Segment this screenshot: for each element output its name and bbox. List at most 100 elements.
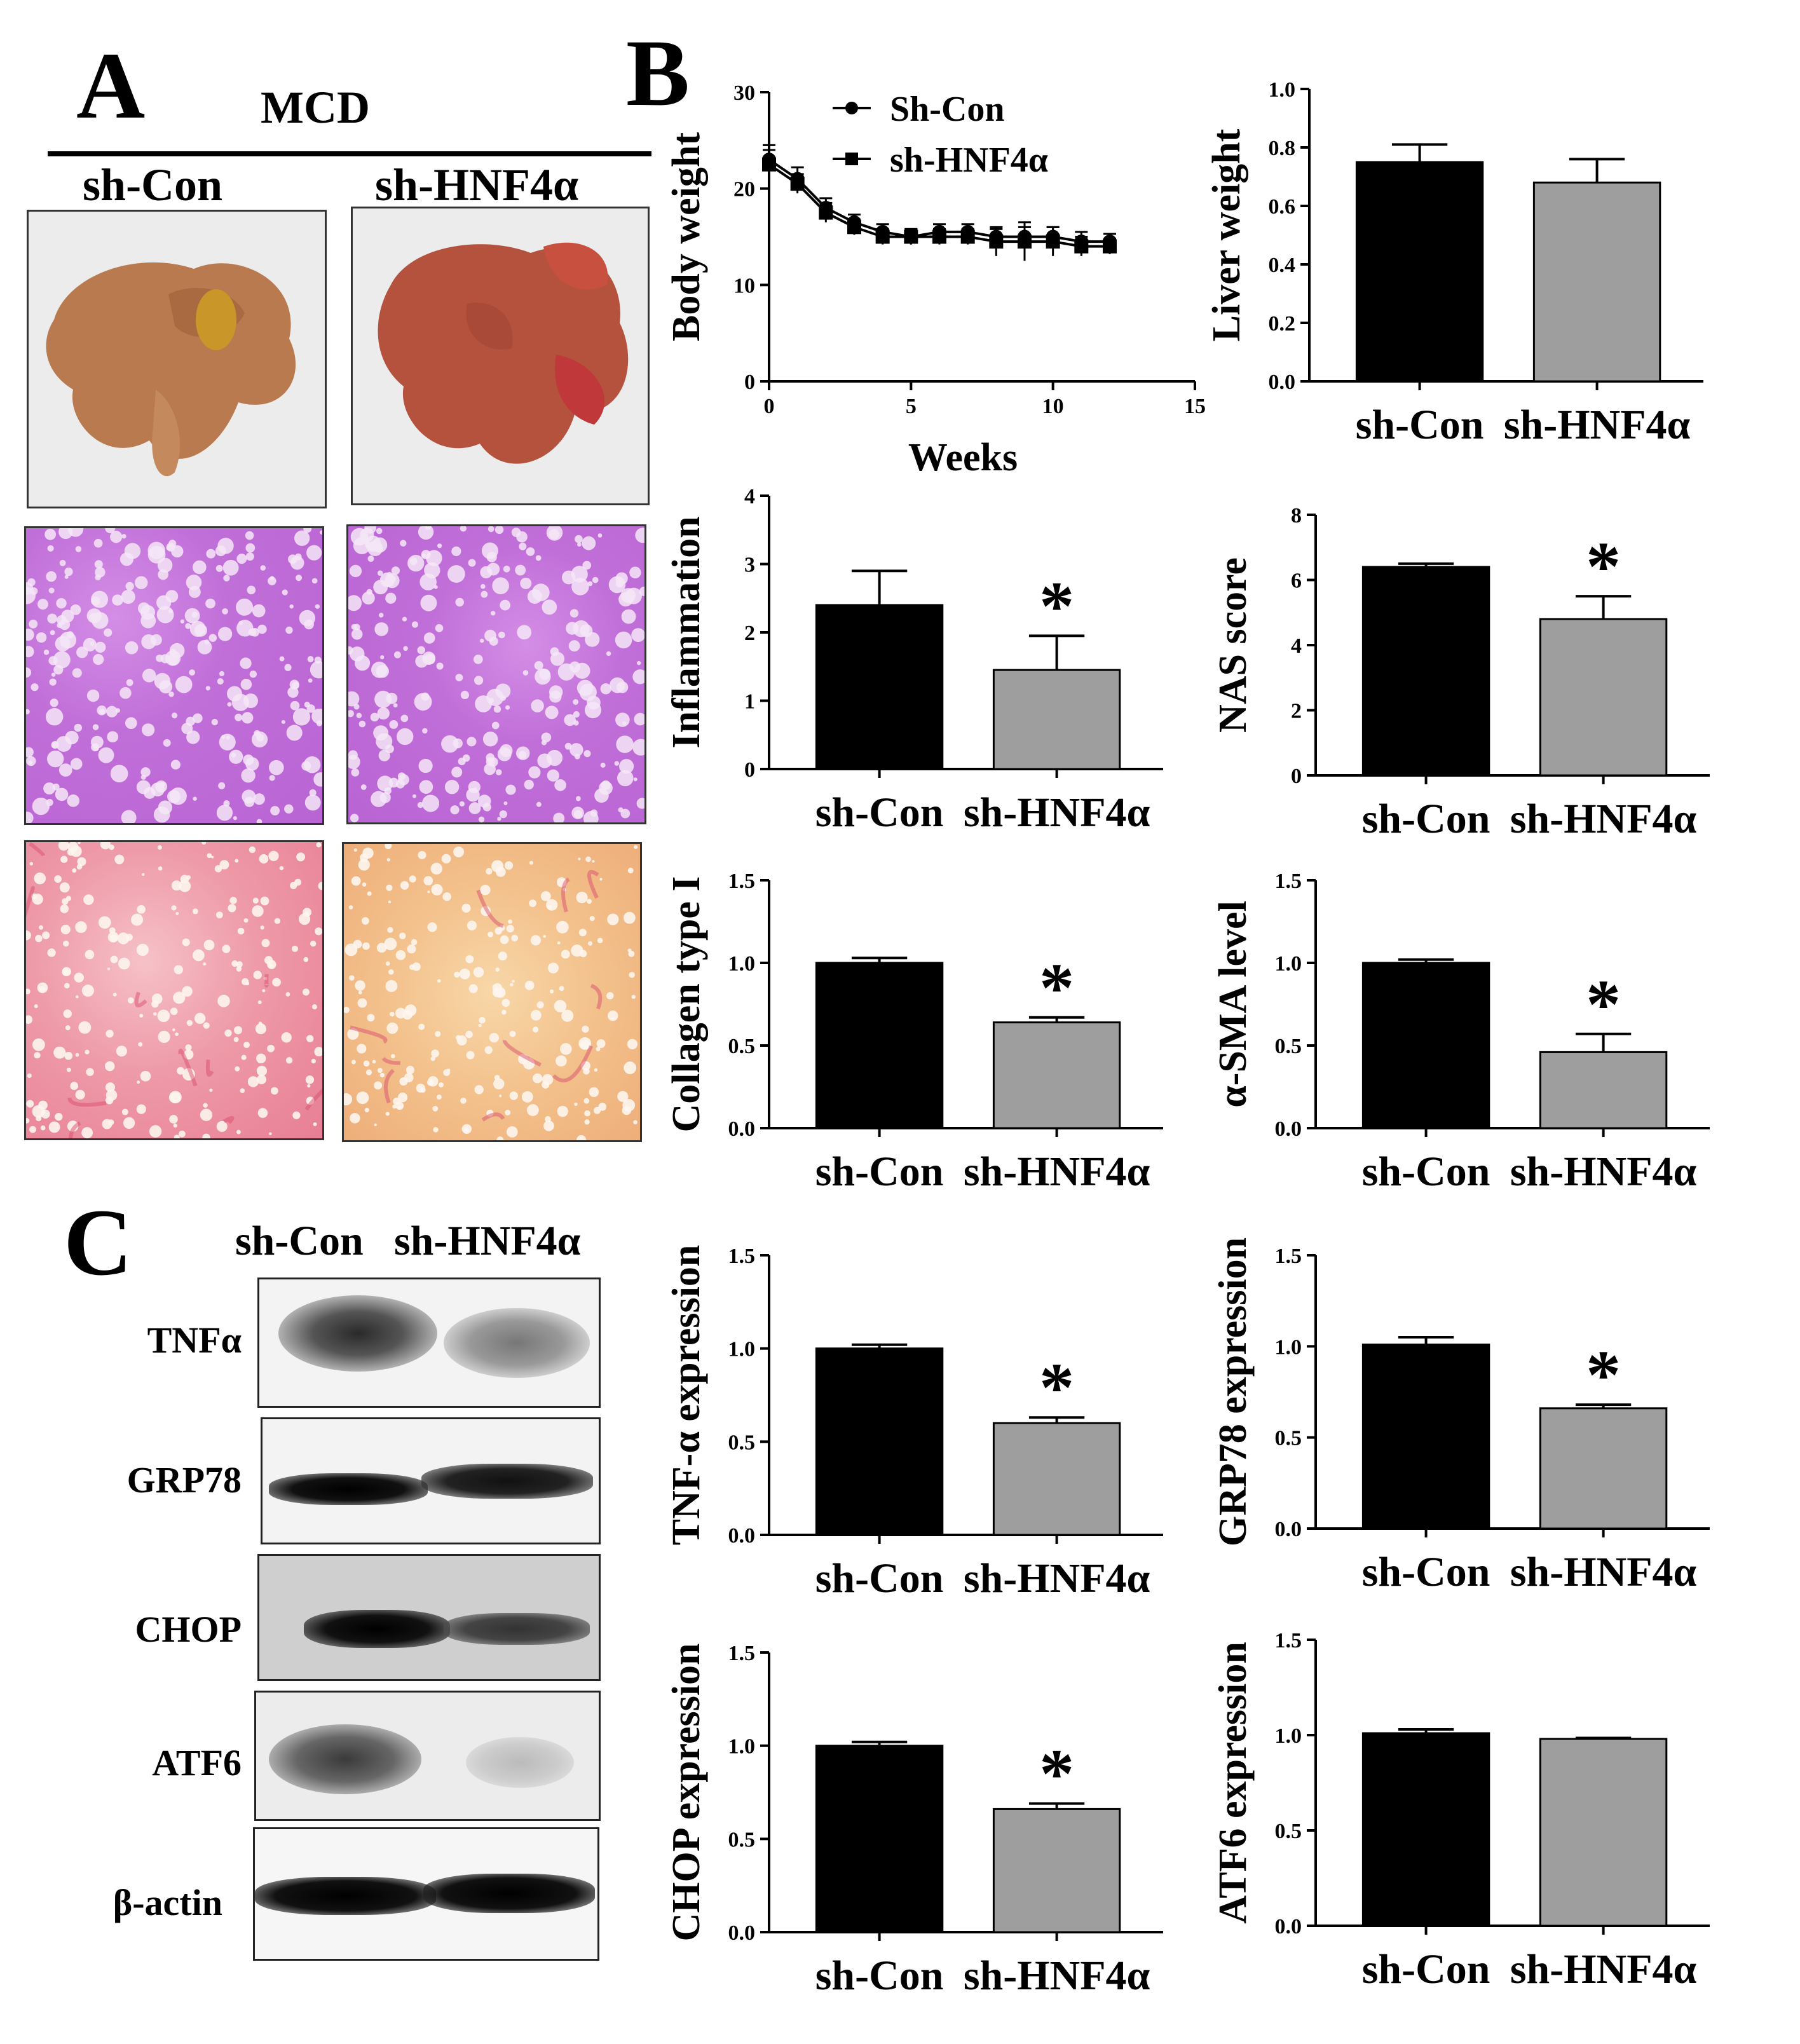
x-tick-label: sh-HNF4α	[964, 1952, 1150, 1999]
significance-marker: *	[1039, 1735, 1074, 1813]
x-tick-label: sh-HNF4α	[1510, 1946, 1697, 1993]
x-tick-label: sh-Con	[815, 1148, 944, 1195]
chart-chop: CHOP expression 0.0 0.5 1.0 1.5 sh-Con sh-HNF4…	[665, 1642, 1163, 1999]
x-tick-label: sh-Con	[1362, 1549, 1490, 1595]
significance-marker: *	[1586, 1336, 1621, 1414]
bar-sh-hnf4a	[992, 1021, 1121, 1129]
blot-label-chop: CHOP	[135, 1609, 242, 1650]
y-axis-label: Body weight	[665, 132, 708, 341]
liver-photo-sh-hnf4a	[351, 207, 650, 505]
chart-tnfa: TNF-α expression 0.0 0.5 1.0 1.5 sh-Con sh-HNF…	[665, 1244, 1163, 1602]
x-axis-label: Weeks	[908, 436, 1018, 479]
bar-sh-con	[1361, 1732, 1490, 1927]
chart-asma: α-SMA level 0.0 0.5 1.0 1.5 sh-Con sh-HNF4α *	[1211, 869, 1710, 1195]
blot-label-tnfa: TNFα	[147, 1319, 242, 1361]
data-point	[762, 157, 776, 172]
data-point	[1018, 235, 1032, 249]
panel-c-letter: C	[64, 1190, 133, 1295]
y-tick-label: 1.5	[728, 1642, 756, 1665]
x-tick-label: sh-HNF4α	[1510, 1148, 1697, 1195]
blot-label-grp78: GRP78	[126, 1459, 242, 1501]
panel-c-group-hnf4a: sh-HNF4α	[394, 1218, 581, 1264]
y-tick-label: 0.6	[1269, 195, 1296, 219]
y-tick-label: 1.0	[728, 1735, 756, 1759]
y-tick-label: 0.5	[1275, 1427, 1302, 1450]
data-point	[904, 229, 918, 244]
panel-c-group-con: sh-Con	[235, 1218, 364, 1264]
chart-atf6: ATF6 expression 0.0 0.5 1.0 1.5 sh-Con sh-HNF4…	[1211, 1629, 1710, 1993]
y-tick-label: 0.8	[1269, 137, 1296, 160]
y-tick-label: 0.5	[728, 1828, 756, 1851]
bar-sh-con	[1355, 161, 1484, 383]
y-tick-label: 8	[1291, 504, 1302, 528]
bar-sh-con	[815, 1745, 944, 1933]
y-tick-label: 3	[744, 554, 755, 577]
y-tick-label: 1	[744, 690, 755, 714]
blot-chop	[257, 1554, 601, 1681]
liver-photo-sh-con	[27, 210, 327, 508]
x-tick-label: sh-Con	[1362, 1148, 1490, 1195]
y-tick-label: 0.0	[1275, 1518, 1302, 1541]
bar-sh-con	[815, 1347, 944, 1536]
data-point	[847, 220, 861, 235]
significance-marker: *	[1039, 1349, 1074, 1426]
x-tick-label: sh-Con	[815, 1555, 944, 1602]
y-tick-label: 0	[744, 371, 755, 394]
bar-sh-hnf4a	[992, 669, 1121, 770]
bar-sh-con	[815, 962, 944, 1129]
y-tick-label: 0.0	[1269, 371, 1296, 394]
y-tick-label: 1.0	[728, 1338, 756, 1361]
x-tick-label: sh-HNF4α	[964, 789, 1150, 836]
y-tick-label: 6	[1291, 569, 1302, 593]
x-tick-label: sh-HNF4α	[1510, 796, 1697, 842]
blot-tnfa	[257, 1278, 601, 1408]
y-axis-label: GRP78 expression	[1211, 1237, 1255, 1546]
x-tick-label: sh-HNF4α	[1504, 402, 1691, 448]
data-point	[819, 205, 833, 220]
blot-atf6	[254, 1691, 601, 1821]
y-tick-label: 0.4	[1269, 254, 1296, 277]
bar-sh-hnf4a	[992, 1422, 1121, 1536]
y-tick-label: 0	[744, 758, 755, 782]
chart-collagen: Collagen type I 0.0 0.5 1.0 1.5 sh-Con sh-HNF4…	[665, 869, 1163, 1195]
y-tick-label: 1.5	[1275, 869, 1302, 893]
data-point	[1074, 239, 1089, 254]
he-stain-sh-con	[24, 526, 324, 825]
y-tick-label: 2	[1291, 700, 1302, 723]
bar-sh-hnf4a	[1539, 1407, 1668, 1530]
panel-a-group-hnf4a: sh-HNF4α	[375, 160, 579, 210]
y-axis-label: CHOP expression	[665, 1643, 708, 1941]
panel-a-divider	[48, 151, 651, 156]
y-tick-label: 30	[733, 81, 755, 105]
bar-sh-con	[1361, 1343, 1490, 1530]
data-point	[1046, 235, 1060, 249]
y-tick-label: 0.2	[1269, 312, 1296, 336]
y-tick-label: 0.0	[1275, 1117, 1302, 1141]
data-point	[1103, 239, 1117, 254]
sirius-stain-sh-hnf4a	[342, 842, 642, 1142]
y-tick-label: 1.0	[1275, 1335, 1302, 1359]
y-tick-label: 2	[744, 622, 755, 645]
y-tick-label: 10	[733, 274, 755, 297]
y-tick-label: 20	[733, 178, 755, 201]
y-tick-label: 1.0	[1275, 1724, 1302, 1748]
x-tick-label: sh-Con	[815, 1952, 944, 1999]
y-tick-label: 4	[1291, 634, 1302, 658]
y-tick-label: 1.5	[1275, 1244, 1302, 1268]
bar-sh-con	[1361, 566, 1490, 777]
legend-label: Sh-Con	[890, 90, 1005, 129]
bar-sh-con	[815, 604, 944, 770]
x-tick-label: sh-Con	[1356, 402, 1484, 448]
y-tick-label: 0.0	[728, 1524, 756, 1548]
y-tick-label: 0.0	[1275, 1915, 1302, 1938]
y-tick-label: 0.5	[728, 1035, 756, 1058]
bar-sh-hnf4a	[1532, 181, 1661, 383]
chart-body-weight: Body weight 0 10 20 30 0 5 10 15 Weeks Sh-Con sh-HN…	[665, 81, 1206, 479]
data-point	[960, 229, 975, 244]
data-point	[875, 229, 890, 244]
legend-marker	[845, 102, 858, 114]
chart-liver-weight: Liver weight 0.0 0.2 0.4 0.6 0.8 1.0 sh-Con sh-H…	[1205, 78, 1703, 448]
x-tick-label: 15	[1184, 395, 1206, 418]
x-tick-label: sh-Con	[1362, 1946, 1490, 1993]
blot-bactin	[253, 1827, 599, 1961]
